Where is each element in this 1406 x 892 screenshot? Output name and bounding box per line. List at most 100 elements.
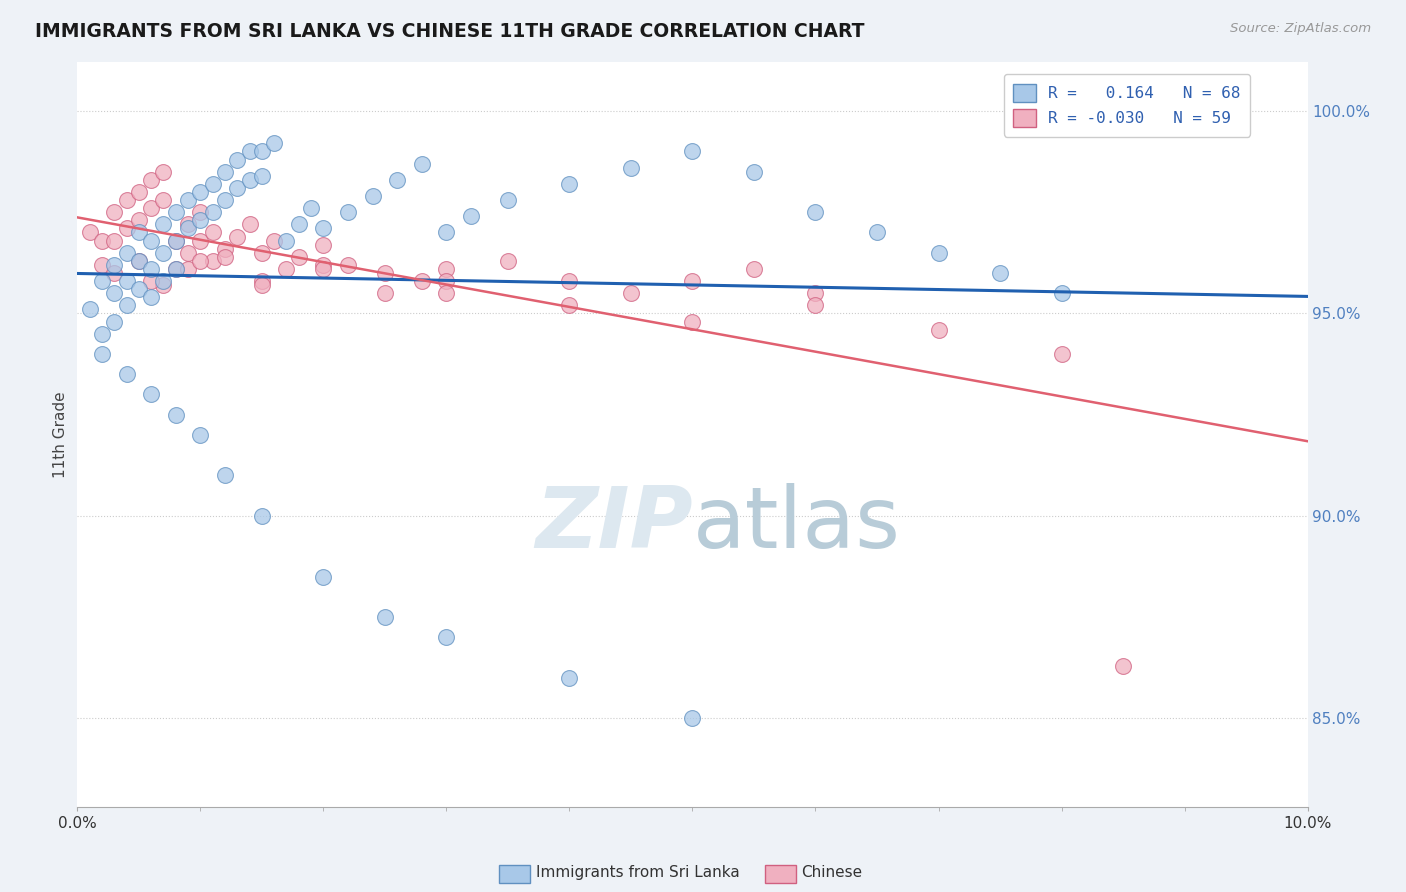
Point [558, 177, 581, 191]
Point [141, 234, 163, 248]
Point [152, 278, 174, 293]
Point [312, 258, 335, 272]
Point [201, 177, 224, 191]
Point [201, 253, 224, 268]
Text: Immigrants from Sri Lanka: Immigrants from Sri Lanka [536, 865, 740, 880]
Point [312, 569, 335, 583]
Point [128, 185, 150, 199]
Point [128, 253, 150, 268]
Point [496, 253, 519, 268]
Point [103, 234, 125, 248]
Point [411, 156, 433, 170]
Point [201, 226, 224, 240]
Point [165, 261, 187, 276]
Point [988, 266, 1011, 280]
Point [103, 286, 125, 301]
Text: Source: ZipAtlas.com: Source: ZipAtlas.com [1230, 22, 1371, 36]
Point [682, 711, 704, 725]
Point [177, 218, 200, 232]
Point [374, 610, 396, 624]
Point [201, 205, 224, 219]
Point [115, 274, 138, 288]
Point [141, 290, 163, 304]
Point [152, 165, 174, 179]
Point [337, 258, 360, 272]
Point [188, 205, 212, 219]
Point [177, 245, 200, 260]
Point [226, 229, 249, 244]
Point [804, 298, 827, 312]
Point [115, 298, 138, 312]
Point [141, 274, 163, 288]
Point [436, 630, 458, 644]
Point [165, 234, 187, 248]
Point [1112, 658, 1135, 673]
Point [374, 266, 396, 280]
Point [299, 201, 322, 215]
Point [152, 218, 174, 232]
Point [141, 261, 163, 276]
Point [188, 185, 212, 199]
Point [79, 226, 101, 240]
Point [804, 286, 827, 301]
Point [90, 258, 114, 272]
Point [385, 173, 409, 187]
Point [239, 173, 262, 187]
Point [928, 245, 950, 260]
Point [361, 189, 384, 203]
Point [436, 226, 458, 240]
Text: IMMIGRANTS FROM SRI LANKA VS CHINESE 11TH GRADE CORRELATION CHART: IMMIGRANTS FROM SRI LANKA VS CHINESE 11T… [35, 22, 865, 41]
Point [188, 427, 212, 442]
Point [436, 261, 458, 276]
Point [436, 274, 458, 288]
Point [128, 282, 150, 296]
Point [214, 468, 236, 483]
Point [165, 205, 187, 219]
Point [1050, 347, 1073, 361]
Point [276, 261, 298, 276]
Point [312, 237, 335, 252]
Point [250, 508, 273, 523]
Legend: R =   0.164   N = 68, R = -0.030   N = 59: R = 0.164 N = 68, R = -0.030 N = 59 [1004, 74, 1250, 136]
Text: atlas: atlas [693, 483, 900, 566]
Point [496, 193, 519, 207]
Point [141, 173, 163, 187]
Point [263, 136, 285, 151]
Point [682, 274, 704, 288]
Point [558, 274, 581, 288]
Point [239, 145, 262, 159]
Point [188, 234, 212, 248]
Point [165, 408, 187, 422]
Point [411, 274, 433, 288]
Point [250, 245, 273, 260]
Point [188, 253, 212, 268]
Point [79, 302, 101, 317]
Point [141, 201, 163, 215]
Point [103, 258, 125, 272]
Point [1050, 286, 1073, 301]
Y-axis label: 11th Grade: 11th Grade [53, 392, 69, 478]
Point [682, 145, 704, 159]
Point [682, 314, 704, 328]
Point [558, 671, 581, 685]
Text: ZIP: ZIP [534, 483, 693, 566]
Point [928, 323, 950, 337]
Point [152, 193, 174, 207]
Point [288, 250, 311, 264]
Point [90, 234, 114, 248]
Point [620, 161, 643, 175]
Point [141, 387, 163, 401]
Point [177, 261, 200, 276]
Point [226, 181, 249, 195]
Point [226, 153, 249, 167]
Point [620, 286, 643, 301]
Point [128, 253, 150, 268]
Point [177, 221, 200, 235]
Point [866, 226, 889, 240]
Point [276, 234, 298, 248]
Point [742, 165, 765, 179]
Point [337, 205, 360, 219]
Point [128, 226, 150, 240]
Point [103, 266, 125, 280]
Point [90, 347, 114, 361]
